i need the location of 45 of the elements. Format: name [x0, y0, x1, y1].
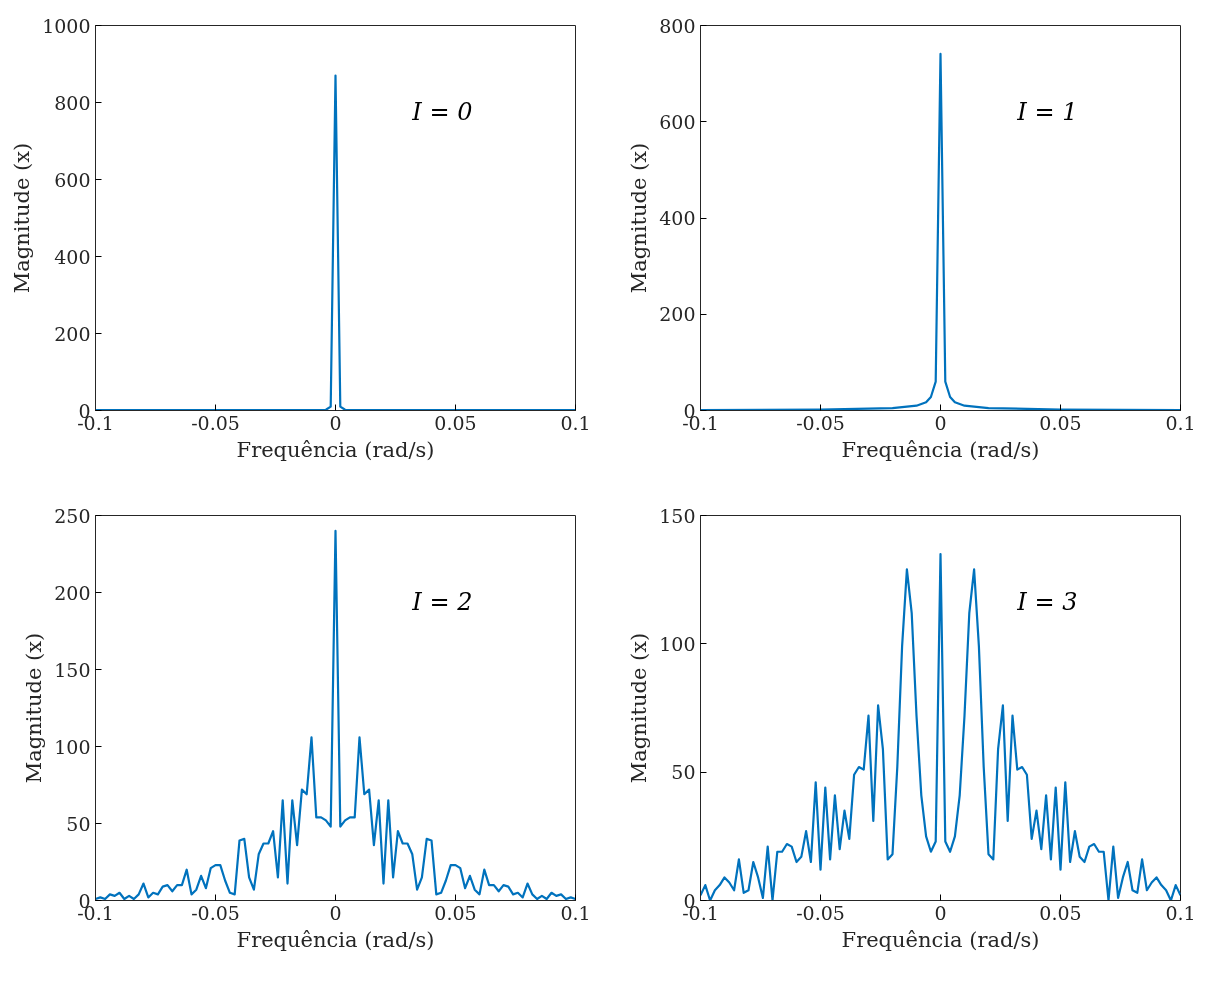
x-tick-label: 0.1 [560, 411, 591, 434]
x-tick-label: -0.05 [191, 901, 240, 924]
x-axis-title: Frequência (rad/s) [841, 927, 1040, 952]
annotation: I = 0 [411, 97, 473, 126]
y-tick-label: 250 [54, 504, 91, 527]
y-tick-label: 600 [54, 168, 91, 191]
y-axis-title: Magnitude (x) [10, 142, 35, 294]
x-tick-label: 0.1 [560, 901, 591, 924]
y-tick-label: 200 [54, 322, 91, 345]
y-tick-label: 1000 [42, 14, 91, 37]
x-tick-label: 0.1 [1165, 901, 1196, 924]
x-tick-label: 0.05 [1039, 411, 1082, 434]
y-tick-label: 400 [54, 245, 91, 268]
x-tick-label: 0.05 [434, 901, 477, 924]
y-tick-label: 800 [659, 14, 696, 37]
y-tick-label: 200 [54, 581, 91, 604]
x-axis-title: Frequência (rad/s) [236, 927, 435, 952]
y-tick-label: 100 [659, 632, 696, 655]
y-tick-label: 50 [671, 761, 696, 784]
x-axis-title: Frequência (rad/s) [841, 437, 1040, 462]
y-tick-label: 800 [54, 91, 91, 114]
annotation: I = 2 [411, 587, 473, 616]
y-tick-label: 50 [66, 812, 91, 835]
y-axis-title: Magnitude (x) [627, 142, 652, 294]
annotation: I = 1 [1016, 97, 1078, 126]
x-tick-label: 0 [934, 901, 947, 924]
x-tick-label: 0.05 [434, 411, 477, 434]
y-tick-label: 150 [54, 658, 91, 681]
x-tick-label: 0.05 [1039, 901, 1082, 924]
y-axis-title: Magnitude (x) [627, 632, 652, 784]
x-tick-label: -0.05 [191, 411, 240, 434]
y-axis-title: Magnitude (x) [22, 632, 47, 784]
x-tick-label: 0.1 [1165, 411, 1196, 434]
x-tick-label: -0.05 [796, 901, 845, 924]
y-tick-label: 400 [659, 207, 696, 229]
y-tick-label: 600 [659, 110, 696, 133]
x-tick-label: 0 [934, 411, 947, 434]
x-tick-label: -0.05 [796, 411, 845, 434]
y-tick-label: 200 [659, 303, 696, 326]
annotation: I = 3 [1016, 587, 1078, 616]
x-tick-label: 0 [329, 411, 342, 434]
y-tick-label: 100 [54, 735, 91, 758]
x-tick-label: 0 [329, 901, 342, 924]
y-tick-label: 150 [659, 504, 696, 527]
x-axis-title: Frequência (rad/s) [236, 437, 435, 462]
